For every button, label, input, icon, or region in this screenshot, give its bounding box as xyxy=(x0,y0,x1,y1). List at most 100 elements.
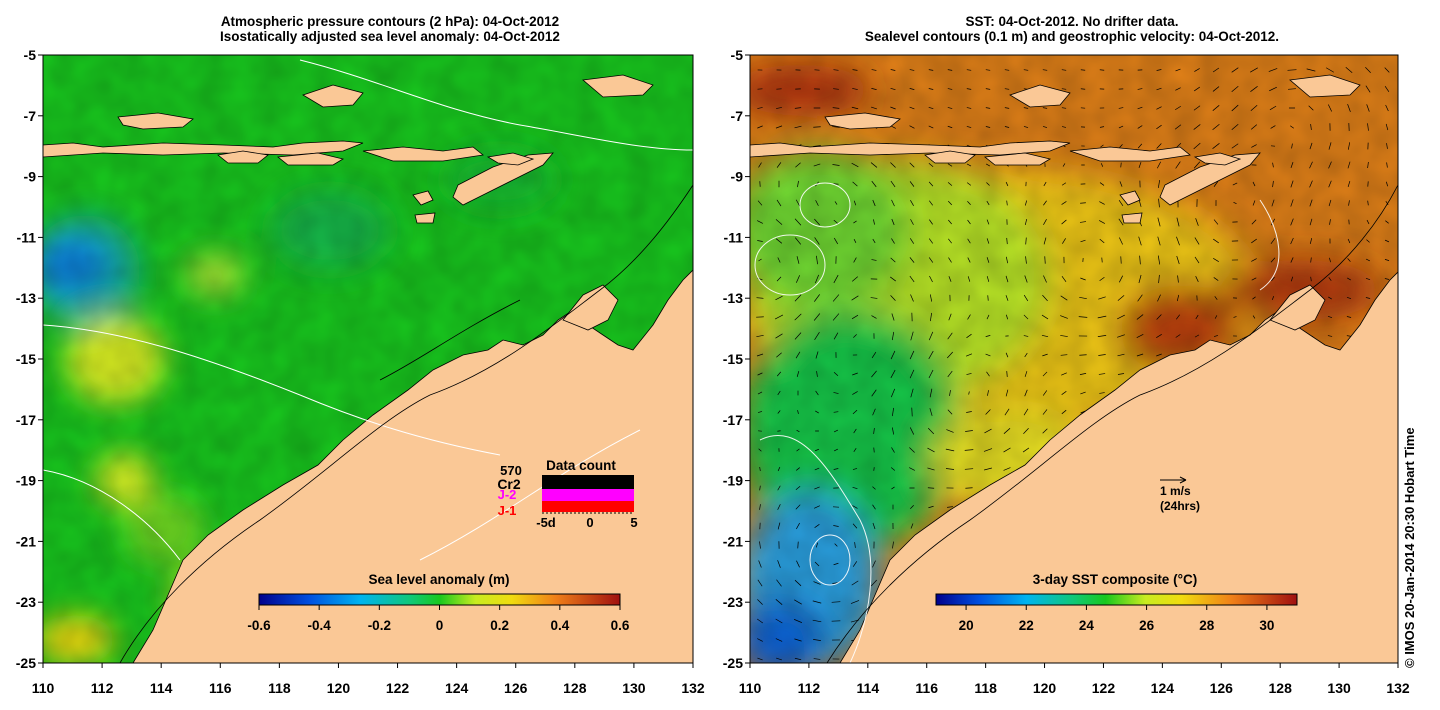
velocity-arrow xyxy=(832,164,840,166)
velocity-arrow xyxy=(1213,238,1219,244)
velocity-arrow xyxy=(910,505,914,509)
velocity-arrow xyxy=(1269,105,1277,111)
velocity-arrow xyxy=(777,466,781,472)
velocity-arrow xyxy=(1347,277,1351,281)
velocity-arrow xyxy=(1098,373,1106,375)
velocity-arrow xyxy=(833,88,839,90)
velocity-arrow xyxy=(890,162,896,168)
legend-j1: J-1 xyxy=(498,503,517,518)
velocity-arrow xyxy=(1024,389,1028,397)
velocity-arrow xyxy=(815,390,819,396)
velocity-arrow xyxy=(871,106,877,110)
velocity-arrow xyxy=(794,125,802,129)
velocity-arrow xyxy=(967,276,971,282)
velocity-arrow xyxy=(854,542,856,548)
velocity-arrow xyxy=(796,522,800,530)
velocity-arrow xyxy=(758,258,762,262)
data-count-inset: Data count 570 Cr2 J-2 J-1 -5d 0 5 xyxy=(497,458,637,530)
velocity-arrow xyxy=(1269,86,1277,92)
velocity-arrow xyxy=(794,657,802,661)
velocity-arrow xyxy=(1252,296,1256,300)
velocity-arrow xyxy=(1176,294,1180,302)
velocity-arrow xyxy=(851,276,859,282)
velocity-arrow xyxy=(928,88,934,90)
velocity-arrow xyxy=(1306,68,1316,72)
data-count-title: Data count xyxy=(546,458,616,473)
velocity-arrow xyxy=(1328,199,1332,207)
velocity-arrow xyxy=(947,107,953,109)
velocity-arrow xyxy=(1157,236,1161,246)
velocity-arrow xyxy=(986,314,990,320)
velocity-arrow xyxy=(775,618,783,624)
velocity-arrow xyxy=(966,69,972,71)
velocity-arrow xyxy=(813,313,821,321)
velocity-arrow xyxy=(1385,201,1389,205)
right-colorbar-title: 3-day SST composite (°C) xyxy=(1033,572,1197,587)
velocity-arrow xyxy=(1214,315,1218,319)
legend-j2: J-2 xyxy=(498,487,517,502)
velocity-arrow xyxy=(891,427,895,435)
velocity-arrow xyxy=(1347,238,1351,244)
velocity-arrow xyxy=(1156,161,1162,169)
velocity-arrow xyxy=(757,638,763,642)
velocity-arrow xyxy=(794,332,802,340)
velocity-arrow xyxy=(1061,219,1067,225)
velocity-arrow xyxy=(1272,180,1274,188)
velocity-arrow xyxy=(852,69,858,71)
velocity-arrow xyxy=(1212,105,1220,111)
velocity-arrow xyxy=(1098,354,1106,356)
velocity-arrow xyxy=(1176,255,1180,265)
velocity-arrow xyxy=(776,162,782,168)
right-lat-label: -13 xyxy=(723,290,743,306)
velocity-arrow xyxy=(1060,335,1068,337)
velocity-arrow xyxy=(968,391,970,395)
velocity-arrow xyxy=(965,487,973,489)
velocity-arrow xyxy=(832,313,840,321)
velocity-arrow xyxy=(1119,144,1123,148)
velocity-arrow xyxy=(1250,86,1258,92)
velocity-arrow xyxy=(1348,200,1350,206)
velocity-arrow xyxy=(814,524,820,528)
left-lat-label: -7 xyxy=(24,108,37,124)
velocity-arrow xyxy=(815,351,819,359)
velocity-arrow xyxy=(948,257,952,263)
velocity-arrow xyxy=(1328,161,1332,169)
velocity-arrow xyxy=(928,106,934,110)
velocity-arrow xyxy=(794,579,802,587)
velocity-arrow xyxy=(757,125,763,129)
velocity-arrow xyxy=(870,297,878,299)
velocity-arrow xyxy=(891,486,895,490)
velocity-arrow xyxy=(1099,201,1105,205)
left-lon-label: 112 xyxy=(91,680,114,696)
velocity-arrow xyxy=(1117,314,1125,320)
rightCbTicks-label: 20 xyxy=(959,618,974,633)
velocity-arrow xyxy=(1043,200,1047,206)
velocity-arrow xyxy=(1156,353,1162,357)
velocity-arrow xyxy=(757,220,763,224)
velocity-arrow xyxy=(831,601,841,603)
velocity-arrow xyxy=(1310,276,1312,282)
right-lat-label: -5 xyxy=(731,47,744,63)
velocity-arrow xyxy=(1006,371,1008,377)
velocity-arrow xyxy=(910,388,914,398)
velocity-arrow xyxy=(1329,219,1331,225)
velocity-arrow xyxy=(1384,239,1390,243)
right-lat-label: -25 xyxy=(723,655,743,671)
velocity-arrow xyxy=(832,107,840,109)
velocity-arrow xyxy=(909,447,915,453)
velocity-arrow xyxy=(1346,335,1352,337)
velocity-arrow xyxy=(1214,296,1218,300)
velocity-arrow xyxy=(948,238,952,244)
velocity-arrow xyxy=(1117,295,1125,301)
velocity-arrow xyxy=(986,182,990,186)
velocity-arrow xyxy=(870,579,878,587)
velocity-arrow xyxy=(1060,315,1068,319)
velocity-arrow xyxy=(1005,181,1009,187)
velocity-arrow xyxy=(1288,88,1296,90)
velocity-arrow xyxy=(984,428,992,434)
velocity-arrow xyxy=(796,560,800,568)
velocity-arrow xyxy=(1099,182,1105,186)
velocity-arrow xyxy=(910,523,914,529)
velocity-arrow xyxy=(1325,67,1335,73)
velocity-arrow xyxy=(1006,237,1008,245)
